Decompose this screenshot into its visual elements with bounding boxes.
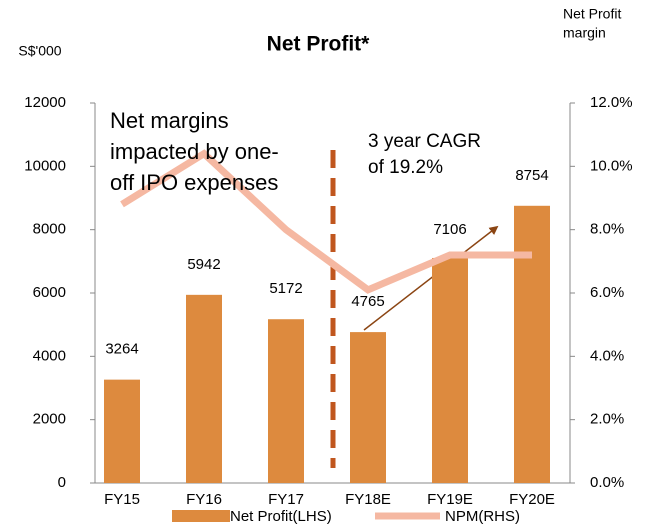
legend-label: Net Profit(LHS) (230, 508, 332, 525)
data-label: 3264 (105, 341, 138, 358)
legend-swatch (172, 510, 230, 522)
y-tick-label: 12000 (24, 94, 66, 111)
bar (186, 294, 222, 483)
y2-tick-label: 8.0% (590, 221, 624, 238)
y-tick-label: 10000 (24, 157, 66, 174)
bar (514, 205, 550, 484)
cagr-arrow (363, 225, 499, 331)
y-tick-label: 4000 (33, 347, 66, 364)
data-label: 4765 (351, 293, 384, 310)
x-tick-label: FY19E (427, 491, 473, 508)
y2-tick-label: 10.0% (590, 157, 633, 174)
y2-tick-label: 6.0% (590, 284, 624, 301)
bar (268, 319, 304, 483)
y2-tick-label: 0.0% (590, 474, 624, 491)
y-tick-label: 0 (58, 474, 66, 491)
legend-label: NPM(RHS) (445, 508, 520, 525)
y2-tick-label: 2.0% (590, 411, 624, 428)
annotation: of 19.2% (368, 157, 443, 178)
x-tick-label: FY17 (268, 491, 304, 508)
x-tick-label: FY18E (345, 491, 391, 508)
annotation: 3 year CAGR (368, 131, 481, 152)
bar (104, 379, 140, 483)
bar (350, 332, 386, 483)
line (120, 149, 532, 294)
y2-tick-label: 12.0% (590, 94, 633, 111)
annotation: off IPO expenses (110, 170, 278, 195)
y-tick-label: 2000 (33, 411, 66, 428)
x-tick-label: FY16 (186, 491, 222, 508)
data-label: 5942 (187, 256, 220, 273)
y-tick-label: 6000 (33, 284, 66, 301)
annotation: Net margins (110, 108, 229, 133)
y2-tick-label: 4.0% (590, 347, 624, 364)
data-label: 8754 (515, 167, 548, 184)
bar (432, 257, 468, 483)
annotation: impacted by one- (110, 139, 279, 164)
data-label: 5172 (269, 280, 302, 297)
x-tick-label: FY20E (509, 491, 555, 508)
y-tick-label: 8000 (33, 221, 66, 238)
x-tick-label: FY15 (104, 491, 140, 508)
data-label: 7106 (433, 221, 466, 238)
y2-axis-label: Net Profit (563, 6, 621, 22)
chart-title: Net Profit* (267, 33, 371, 56)
y2-axis-label: margin (563, 25, 606, 41)
y-axis-label: S$'000 (18, 43, 61, 59)
